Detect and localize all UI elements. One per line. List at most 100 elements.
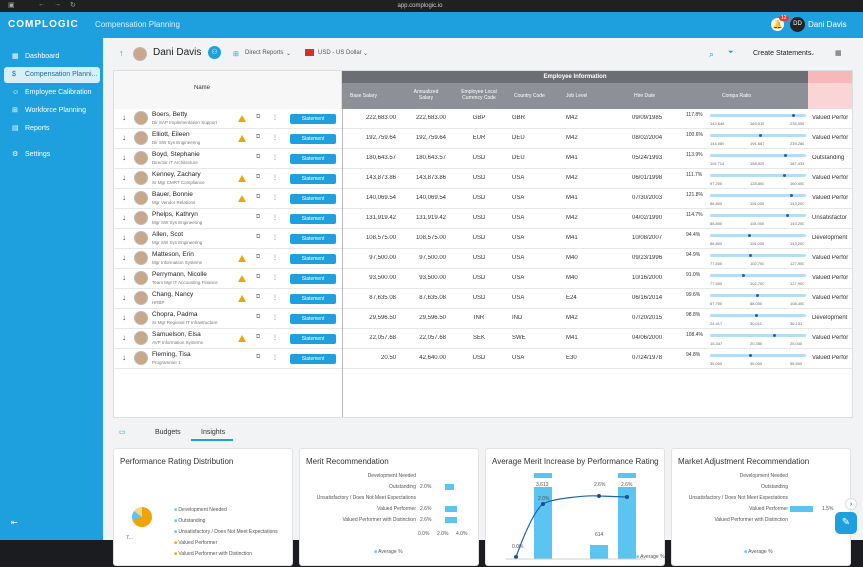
- copy-icon[interactable]: ⧉: [256, 294, 261, 300]
- table-row[interactable]: ↓ Chopra, Padma Sr Mgr Regional IT Infrast…: [114, 309, 852, 329]
- statement-button[interactable]: Statement: [290, 214, 336, 224]
- column-header-compa[interactable]: Compa Ratio: [722, 93, 752, 99]
- copy-icon[interactable]: ⧉: [256, 154, 261, 160]
- table-row[interactable]: ↓ Matteson, Erin Mgr Information Systems ⧉ ⋮…: [114, 249, 852, 269]
- statement-button[interactable]: Statement: [290, 234, 336, 244]
- column-header-currency[interactable]: Employee Local Currency Code: [461, 89, 497, 101]
- employee-name[interactable]: Boyd, Stephanie: [152, 151, 200, 158]
- performance-rating[interactable]: Valued Perfor: [812, 115, 849, 121]
- employee-name[interactable]: Phelps, Kathryn: [152, 211, 198, 218]
- more-icon[interactable]: ⋮: [272, 175, 278, 181]
- copy-icon[interactable]: ⧉: [256, 134, 261, 140]
- team-icon[interactable]: ⚇: [208, 46, 221, 59]
- more-icon[interactable]: ⋮: [272, 295, 278, 301]
- performance-rating[interactable]: Development: [812, 235, 848, 241]
- sidebar-item-workforce[interactable]: ⊞ Workforce Planning: [4, 103, 100, 119]
- assistant-icon[interactable]: ✎: [835, 512, 857, 534]
- column-header-hire[interactable]: Hire Date: [634, 93, 656, 99]
- performance-rating[interactable]: Valued Perfor: [812, 135, 849, 141]
- table-settings-icon[interactable]: ▦: [835, 50, 842, 57]
- base-salary[interactable]: 22,057.68: [369, 335, 396, 341]
- sidebar-item-compensation[interactable]: $ Compensation Planni...: [4, 67, 100, 83]
- statement-button[interactable]: Statement: [290, 294, 336, 304]
- chevron-down-icon[interactable]: ⌄: [286, 51, 292, 57]
- table-row[interactable]: ↓ Fleming, Tisa Programmer 1 ⧉ ⋮ Statement 20.…: [114, 349, 852, 369]
- down-arrow-icon[interactable]: ↓: [122, 233, 126, 242]
- more-icon[interactable]: ⋮: [272, 315, 278, 321]
- employee-name[interactable]: Boers, Betty: [152, 111, 188, 118]
- filter-icon[interactable]: ⏷: [728, 49, 734, 56]
- table-row[interactable]: ↓ Chang, Nancy HRBP ⧉ ⋮ Statement 87,635.08 87,…: [114, 289, 852, 309]
- copy-icon[interactable]: ⧉: [256, 194, 261, 200]
- more-icon[interactable]: ⋮: [272, 115, 278, 121]
- down-arrow-icon[interactable]: ↓: [122, 153, 126, 162]
- employee-name[interactable]: Kenney, Zachary: [152, 171, 201, 178]
- view-select[interactable]: Direct Reports: [245, 50, 284, 56]
- down-arrow-icon[interactable]: ↓: [122, 273, 126, 282]
- table-row[interactable]: ↓ Samuelson, Elsa AVP Information Systems ⧉…: [114, 329, 852, 349]
- performance-rating[interactable]: Valued Perfor: [812, 295, 849, 301]
- base-salary[interactable]: 192,759.64: [365, 135, 396, 141]
- chevron-down-icon[interactable]: ⌄: [810, 51, 816, 57]
- tab-budgets[interactable]: Budgets: [155, 429, 181, 436]
- employee-name[interactable]: Chopra, Padma: [152, 311, 198, 318]
- avatar[interactable]: DD: [790, 17, 805, 32]
- create-statements-button[interactable]: Create Statements: [753, 50, 812, 57]
- table-row[interactable]: ↓ Kenney, Zachary Sr Mgr CMRT Compliance ⧉ ⋮…: [114, 169, 852, 189]
- sidebar-item-settings[interactable]: ⚙ Settings: [4, 147, 100, 163]
- base-salary[interactable]: 97,500.00: [369, 255, 396, 261]
- statement-button[interactable]: Statement: [290, 134, 336, 144]
- copy-icon[interactable]: ⧉: [256, 314, 261, 320]
- more-icon[interactable]: ⋮: [272, 335, 278, 341]
- sidebar-item-reports[interactable]: ▤ Reports: [4, 121, 100, 137]
- base-salary[interactable]: 180,643.57: [365, 155, 396, 161]
- base-salary[interactable]: 108,575.00: [365, 235, 396, 241]
- base-salary[interactable]: 87,635.08: [369, 295, 396, 301]
- table-row[interactable]: ↓ Boyd, Stephanie Director IT Architecture…: [114, 149, 852, 169]
- table-row[interactable]: ↓ Allen, Scot Mgr SW Sys Engineering ⧉ ⋮ Stat…: [114, 229, 852, 249]
- down-arrow-icon[interactable]: ↓: [122, 253, 126, 262]
- back-icon[interactable]: ←: [38, 1, 45, 8]
- statement-button[interactable]: Statement: [290, 114, 336, 124]
- more-icon[interactable]: ⋮: [272, 255, 278, 261]
- employee-name[interactable]: Elliott, Eileen: [152, 131, 190, 138]
- table-row[interactable]: ↓ Bauer, Bonnie Mgr Vendor Relations ⧉ ⋮ Stat…: [114, 189, 852, 209]
- down-arrow-icon[interactable]: ↓: [122, 293, 126, 302]
- bell-icon[interactable]: 🔔: [771, 18, 784, 31]
- column-header-level[interactable]: Job Level: [566, 93, 588, 99]
- down-arrow-icon[interactable]: ↓: [122, 113, 126, 122]
- chevron-right-icon[interactable]: ›: [845, 498, 857, 510]
- employee-name[interactable]: Allen, Scot: [152, 231, 184, 238]
- down-arrow-icon[interactable]: ↓: [122, 213, 126, 222]
- user-name[interactable]: Dani Davis: [808, 20, 847, 29]
- forward-icon[interactable]: →: [54, 1, 61, 8]
- base-salary[interactable]: 93,500.00: [369, 275, 396, 281]
- statement-button[interactable]: Statement: [290, 154, 336, 164]
- more-icon[interactable]: ⋮: [272, 135, 278, 141]
- reload-icon[interactable]: ↻: [70, 2, 76, 9]
- base-salary[interactable]: 140,069.54: [365, 195, 396, 201]
- performance-rating[interactable]: Valued Perfor: [812, 255, 849, 261]
- chevron-down-icon[interactable]: ⌄: [363, 51, 369, 57]
- performance-rating[interactable]: Valued Perfor: [812, 335, 849, 341]
- employee-name[interactable]: Samuelson, Elsa: [152, 331, 201, 338]
- search-icon[interactable]: ⌕: [709, 49, 715, 59]
- base-salary[interactable]: 20.50: [380, 355, 396, 361]
- table-row[interactable]: ↓ Perrymann, Nicolle Team Mgr IT Accountin…: [114, 269, 852, 289]
- performance-rating[interactable]: Valued Perfor: [812, 275, 849, 281]
- more-icon[interactable]: ⋮: [272, 275, 278, 281]
- employee-name[interactable]: Matteson, Erin: [152, 251, 194, 258]
- statement-button[interactable]: Statement: [290, 334, 336, 344]
- copy-icon[interactable]: ⧉: [256, 174, 261, 180]
- tab-insights[interactable]: Insights: [201, 429, 226, 436]
- copy-icon[interactable]: ⧉: [256, 114, 261, 120]
- base-salary[interactable]: 131,919.42: [365, 215, 396, 221]
- statement-button[interactable]: Statement: [290, 254, 336, 264]
- column-header-base[interactable]: Base Salary: [350, 93, 377, 99]
- panel-icon[interactable]: ▭: [119, 429, 126, 436]
- table-row[interactable]: ↓ Elliott, Eileen Dir SW Sys Engineering ⧉ ⋮…: [114, 129, 852, 149]
- sidebar-toggle-icon[interactable]: ▣: [8, 2, 15, 9]
- column-header-country[interactable]: Country Code: [514, 93, 545, 99]
- performance-rating[interactable]: Development: [812, 315, 848, 321]
- statement-button[interactable]: Statement: [290, 174, 336, 184]
